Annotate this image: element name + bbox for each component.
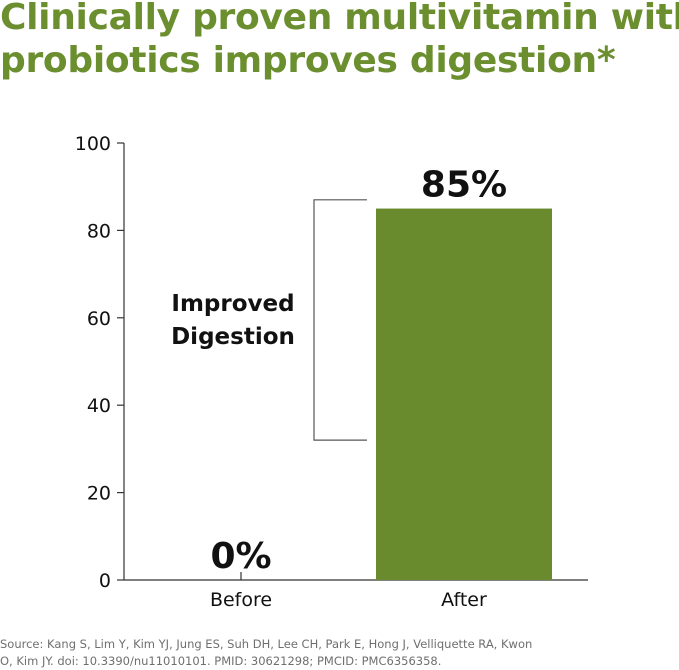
y-tick-label-20: 20 [87, 483, 111, 505]
annotation-line-1: Improved [171, 291, 294, 317]
data-label-before: 0% [210, 536, 271, 577]
chart-title-line-2: probiotics improves digestion* [0, 40, 616, 81]
source-citation: Source: Kang S, Lim Y, Kim YJ, Jung ES, … [0, 636, 679, 670]
bars: 0% 85% [210, 165, 552, 581]
improvement-bracket [313, 199, 367, 441]
source-line-1: Source: Kang S, Lim Y, Kim YJ, Jung ES, … [0, 637, 533, 651]
improvement-annotation: Improved Digestion [171, 199, 367, 441]
y-axis-ticks: 0 20 40 60 80 100 [75, 133, 124, 592]
x-axis-labels: Before After [210, 589, 487, 611]
annotation-line-2: Digestion [171, 324, 295, 350]
chart-title: Clinically proven multivitamin with prob… [0, 0, 679, 82]
bar-after [376, 208, 552, 581]
data-label-after: 85% [421, 165, 507, 206]
chart-title-line-1: Clinically proven multivitamin with [0, 0, 679, 38]
y-tick-label-100: 100 [75, 133, 111, 155]
y-tick-label-0: 0 [99, 570, 111, 592]
y-tick-label-80: 80 [87, 220, 111, 242]
y-tick-label-40: 40 [87, 395, 111, 417]
source-line-2: O, Kim JY. doi: 10.3390/nu11010101. PMID… [0, 654, 442, 668]
y-tick-label-60: 60 [87, 308, 111, 330]
x-tick-label-after: After [441, 589, 487, 611]
x-tick-label-before: Before [210, 589, 272, 611]
